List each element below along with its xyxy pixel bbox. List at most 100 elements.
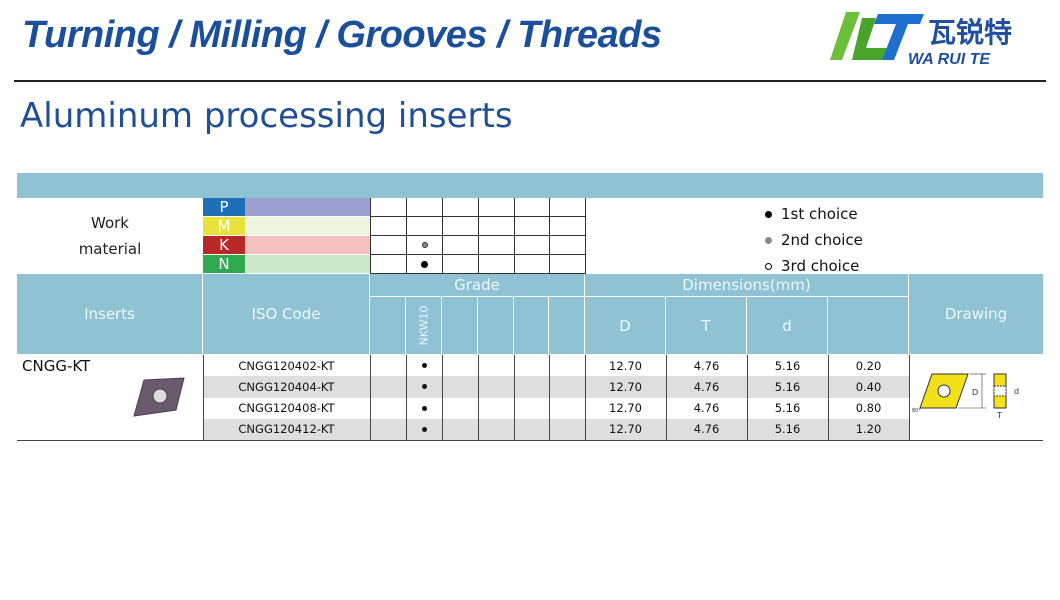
grade-cell [549,355,585,376]
header-dimensions: Dimensions(mm) [585,274,909,297]
dimension-cell-T: 4.76 [693,379,720,394]
grade-cell [514,376,549,397]
material-grade-cell [406,198,442,217]
drawing-label-D: D [972,388,978,397]
dimension-cell-r: 0.20 [855,358,882,373]
grade-column-header [442,297,478,354]
dimension-cell-d: 5.16 [774,422,801,437]
dimension-column-header: D [585,297,666,354]
dimension-cell-d: 5.16 [774,379,801,394]
material-grade-cell [370,217,406,236]
material-grade-cell [370,236,406,255]
svg-text:WA RUI TE: WA RUI TE [908,51,991,68]
grid-line [828,355,829,440]
material-grade-cell [442,198,478,217]
first-choice-icon [421,260,428,268]
dimension-cell-D: 12.70 [609,422,642,437]
grade-cell [370,398,406,419]
grade-cell [514,419,549,440]
dimension-cell-d: 5.16 [774,358,801,373]
grid-line [747,355,748,440]
material-grade-cell [549,255,585,274]
dimension-cell-D: 12.70 [609,379,642,394]
grade-cell [406,398,442,419]
grid-line [406,355,407,440]
drawing-label-d: d [1014,387,1019,396]
material-grade-cell [478,217,514,236]
dimension-cell-r: 0.40 [855,379,882,394]
table-top-bar [17,173,1043,198]
page-header-title: Turning / Milling / Grooves / Threads [22,14,662,56]
material-grade-cell [478,255,514,274]
grid-line [585,355,586,440]
material-grade-cell [514,236,549,255]
grade-cell [549,419,585,440]
grade-cell [406,419,442,440]
material-grade-cell [549,198,585,217]
grid-line [203,355,204,440]
material-grade-cell [406,217,442,236]
material-grade-cell [514,217,549,236]
grid-line [585,217,586,236]
header-divider [14,80,1046,82]
material-code-P: P [203,198,245,217]
table-row [203,418,909,440]
legend: 1st choice 2nd choice 3rd choice [765,201,863,279]
material-code-M: M [203,217,245,236]
header-drawing: Drawing [909,274,1043,354]
work-label: Work [91,214,129,232]
material-bar-M [245,217,370,236]
first-choice-icon [421,405,427,411]
first-choice-icon [421,384,427,390]
grid-line [442,355,443,440]
grade-cell [370,419,406,440]
grade-cell [442,419,478,440]
iso-code-cell: CNGG120402-KT [238,358,335,373]
dimension-column-header [828,297,909,354]
dimension-cell-r: 1.20 [855,422,882,437]
grade-cell [370,376,406,397]
grid-line [585,236,586,255]
grade-cell [478,419,514,440]
material-code-K: K [203,236,245,255]
material-bar-P [245,198,370,217]
grid-line [549,355,550,440]
work-material-label: Work material [17,210,203,262]
legend-first: 1st choice [765,201,863,227]
header-inserts: Inserts [17,274,203,354]
brand-logo: 瓦锐特 WA RUI TE [830,12,1012,68]
grade-cell [549,398,585,419]
insert-image [133,377,185,417]
second-choice-icon [421,242,428,248]
grade-cell [406,355,442,376]
grade-cell [442,398,478,419]
grade-cell [478,376,514,397]
grade-cell [442,355,478,376]
header-grade: Grade [370,274,585,297]
grid-line [585,255,586,274]
grid-line [909,355,910,440]
grid-line [370,355,371,440]
table-row [203,397,909,419]
dimension-cell-T: 4.76 [693,422,720,437]
dimension-cell-D: 12.70 [609,401,642,416]
table-row [203,376,909,398]
dimension-column-header: T [666,297,747,354]
grid-line [514,355,515,440]
svg-text:瓦锐特: 瓦锐特 [928,16,1012,49]
grid-line [585,198,586,217]
grade-cell [478,355,514,376]
iso-code-cell: CNGG120408-KT [238,401,335,416]
material-grade-cell [549,236,585,255]
grade-cell [514,398,549,419]
material-grade-cell [549,217,585,236]
drawing-label-angle: 80° [912,408,921,414]
insert-drawing: D 80° d T [912,373,1019,420]
iso-code-cell: CNGG120412-KT [238,422,335,437]
material-bar-K [245,236,370,255]
insert-name: CNGG-KT [22,357,91,375]
grade-column-header: NKW10 [406,297,442,354]
grade-cell [370,355,406,376]
material-grade-cell [406,236,442,255]
page-subtitle: Aluminum processing inserts [20,96,513,136]
